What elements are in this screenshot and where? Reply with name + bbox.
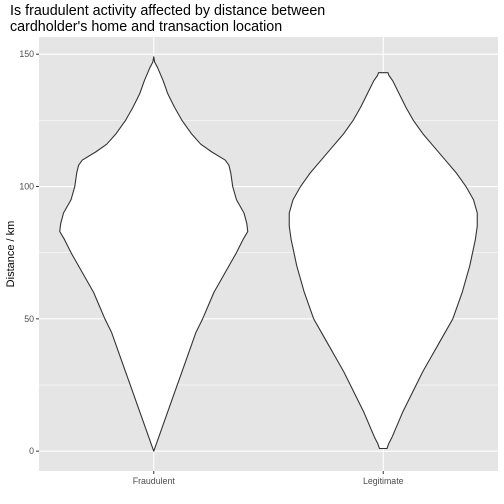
y-tick-label: 0: [29, 446, 34, 456]
y-tick-label: 150: [19, 49, 34, 59]
x-tick-label-fraudulent: Fraudulent: [133, 476, 176, 486]
x-tick-label-legitimate: Legitimate: [363, 476, 404, 486]
y-axis-title: Distance / km: [5, 221, 17, 288]
y-tick-label: 100: [19, 182, 34, 192]
y-tick-label: 50: [24, 314, 34, 324]
